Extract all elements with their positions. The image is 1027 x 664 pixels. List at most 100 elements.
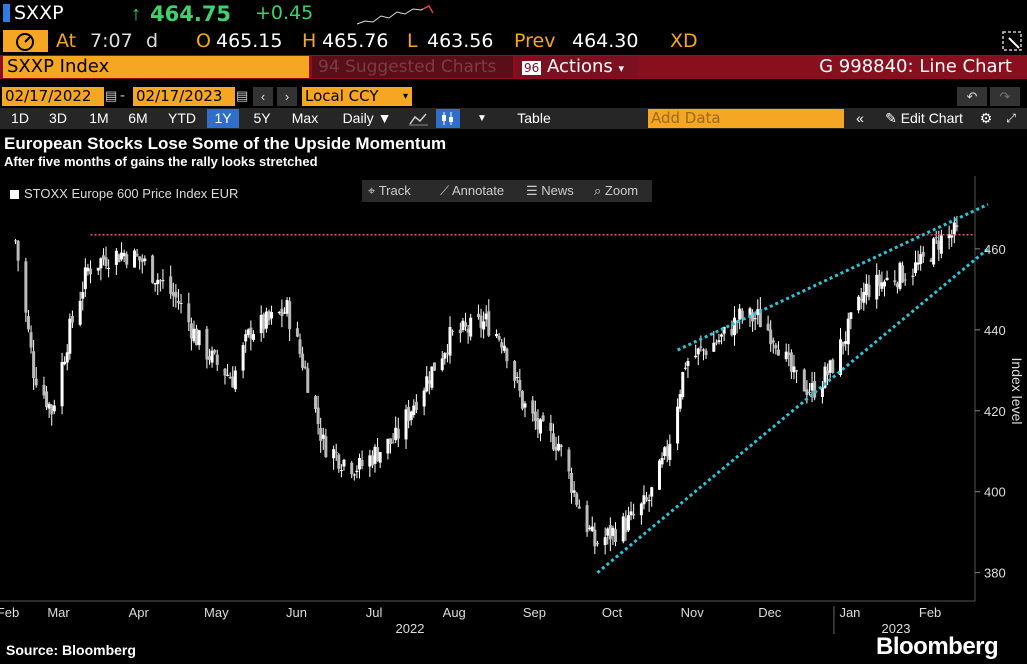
calendar-icon[interactable]: ▤ bbox=[236, 88, 249, 103]
candle-body bbox=[714, 342, 718, 344]
candle-body bbox=[932, 238, 936, 265]
x-tick-label: Jun bbox=[286, 605, 307, 620]
candle-body bbox=[805, 389, 809, 396]
candlestick-icon[interactable] bbox=[436, 109, 460, 128]
candle-body bbox=[355, 470, 359, 472]
candle-body bbox=[862, 291, 866, 303]
candle-body bbox=[99, 258, 103, 269]
candle-body bbox=[78, 300, 82, 325]
suggested-charts-button[interactable]: 94 Suggested Charts bbox=[312, 56, 513, 78]
candle-body bbox=[373, 446, 377, 464]
period-1d[interactable]: 1D bbox=[11, 110, 29, 126]
period-1y[interactable]: 1Y bbox=[207, 109, 239, 128]
period-ytd[interactable]: YTD bbox=[168, 110, 196, 126]
period-3d[interactable]: 3D bbox=[49, 110, 67, 126]
expand-arrows-icon[interactable]: ⤢ bbox=[1006, 111, 1016, 125]
candle-body bbox=[16, 240, 20, 261]
candle-body bbox=[65, 352, 69, 363]
candle-body bbox=[81, 292, 85, 299]
candle-body bbox=[461, 320, 465, 330]
candle-body bbox=[63, 361, 67, 365]
news-tool[interactable]: ☰ News bbox=[526, 183, 574, 199]
candle-body bbox=[802, 369, 806, 392]
zoom-tool[interactable]: ⌕ Zoom bbox=[594, 183, 638, 199]
candle-body bbox=[844, 341, 848, 344]
candle-body bbox=[645, 497, 649, 500]
price-chart[interactable]: 380 400 420 440 460 Feb Mar Apr May Jun Jul Aug Sep… bbox=[0, 176, 1027, 634]
period-max[interactable]: Max bbox=[291, 110, 319, 126]
caret-down-icon: ▾ bbox=[402, 91, 408, 102]
candle-body bbox=[96, 267, 100, 271]
candle-body bbox=[368, 455, 372, 467]
x-year-label: 2023 bbox=[882, 621, 911, 634]
frequency-select[interactable]: Daily ▼ bbox=[333, 109, 401, 128]
magnifier-icon: ⌕ bbox=[594, 183, 602, 198]
candle-body bbox=[319, 427, 323, 441]
period-6m[interactable]: 6M bbox=[128, 110, 148, 126]
source-note: Source: Bloomberg bbox=[6, 642, 136, 658]
annotate-tool[interactable]: ⟋ Annotate bbox=[440, 183, 504, 199]
settings-icon[interactable]: ⚙ bbox=[979, 110, 993, 126]
candle-body bbox=[233, 370, 237, 390]
candle-body bbox=[104, 257, 108, 267]
candle-body bbox=[795, 370, 799, 372]
candle-body bbox=[197, 330, 201, 346]
x-tick-label: Feb bbox=[919, 605, 941, 620]
edit-chart-button[interactable]: ✎ Edit Chart bbox=[876, 109, 972, 128]
chart-identifier: G 998840: Line Chart bbox=[819, 56, 1012, 77]
calendar-icon[interactable]: ▤ bbox=[105, 88, 118, 103]
start-date-input[interactable]: 02/17/2022 bbox=[2, 87, 104, 106]
period-5y[interactable]: 5Y bbox=[253, 110, 271, 126]
track-tool[interactable]: ⌖ Track bbox=[368, 183, 411, 199]
candle-body bbox=[117, 254, 121, 263]
collapse-icon[interactable]: « bbox=[856, 110, 864, 126]
x-tick-label: Dec bbox=[758, 605, 782, 620]
line-chart-icon[interactable] bbox=[406, 109, 432, 128]
edit-chart-label: Edit Chart bbox=[900, 110, 963, 126]
candle-body bbox=[712, 342, 716, 352]
candle-body bbox=[26, 316, 30, 330]
actions-button[interactable]: 96 Actions ▾ bbox=[516, 56, 638, 78]
annotate-icon: ⟋ bbox=[440, 183, 450, 198]
candle-body bbox=[676, 406, 680, 444]
suggested-charts-number: 94 bbox=[318, 57, 340, 77]
open-value: 465.15 bbox=[216, 30, 283, 52]
candle-body bbox=[647, 500, 651, 502]
candle-body bbox=[758, 309, 762, 328]
candle-body bbox=[215, 354, 219, 365]
period-1m[interactable]: 1M bbox=[89, 110, 109, 126]
candle-body bbox=[642, 495, 646, 505]
candle-body bbox=[614, 529, 618, 542]
candle-body bbox=[430, 366, 434, 388]
candle-body bbox=[955, 225, 959, 227]
currency-select[interactable]: Local CCY ▾ bbox=[302, 87, 412, 106]
chart-type-dropdown[interactable]: ▼ bbox=[477, 113, 487, 124]
low-label: L bbox=[407, 30, 418, 52]
add-data-input[interactable]: Add Data bbox=[648, 109, 844, 128]
candle-body bbox=[469, 317, 473, 337]
security-field[interactable]: SXXP Index bbox=[3, 56, 309, 78]
candle-body bbox=[487, 311, 491, 336]
candle-body bbox=[585, 505, 589, 532]
scroll-right-button[interactable]: › bbox=[277, 87, 297, 106]
candle-body bbox=[606, 528, 610, 536]
candle-body bbox=[288, 301, 292, 330]
candle-body bbox=[285, 300, 289, 314]
redo-button[interactable]: ↷ bbox=[990, 87, 1020, 106]
candle-body bbox=[158, 280, 162, 282]
candle-body bbox=[520, 390, 524, 409]
candle-body bbox=[650, 487, 654, 497]
scroll-left-button[interactable]: ‹ bbox=[253, 87, 273, 106]
candle-body bbox=[914, 262, 918, 274]
ticker-symbol[interactable]: SXXP bbox=[14, 2, 64, 24]
table-button[interactable]: Table bbox=[517, 110, 551, 126]
undo-button[interactable]: ↶ bbox=[957, 87, 987, 106]
end-date-input[interactable]: 02/17/2023 bbox=[133, 87, 235, 106]
candle-body bbox=[751, 312, 755, 322]
xd-flag: XD bbox=[670, 30, 698, 52]
candle-body bbox=[947, 234, 951, 239]
candle-body bbox=[784, 351, 788, 360]
candle-body bbox=[823, 366, 827, 388]
candle-body bbox=[895, 283, 899, 288]
expand-icon[interactable] bbox=[1001, 30, 1023, 52]
